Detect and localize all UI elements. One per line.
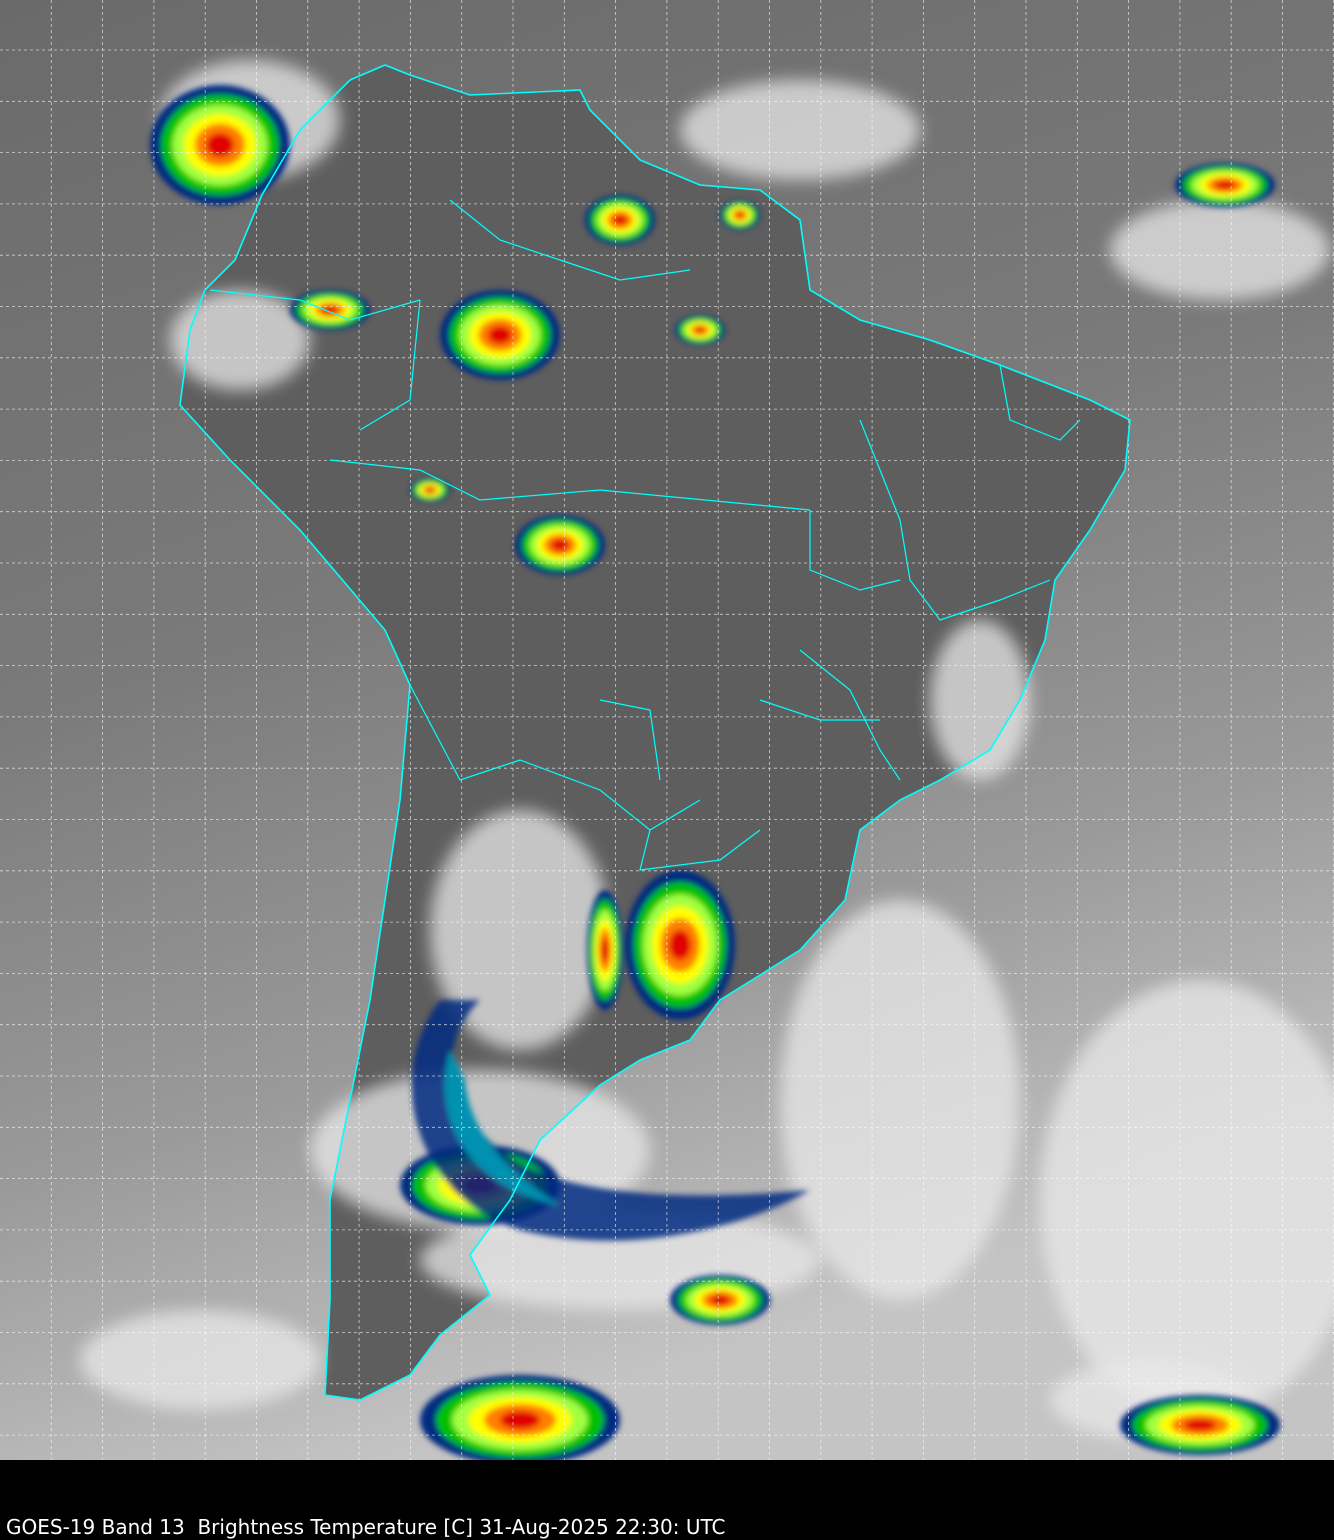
caption-bar [0, 1460, 1334, 1540]
storm-cell [613, 215, 627, 225]
cloud [680, 80, 920, 180]
country-border [759, 699, 880, 721]
lat-lon-grid [0, 0, 1334, 1460]
country-border [209, 289, 421, 321]
country-border [599, 699, 661, 781]
cloud [80, 1310, 320, 1410]
storm-cell [695, 327, 705, 333]
storm-cell [669, 930, 691, 960]
cloud [1110, 200, 1330, 300]
storm-cell [1184, 1419, 1216, 1431]
country-border [639, 829, 761, 871]
cyclone-band-inner [444, 1050, 560, 1205]
country-border [409, 684, 701, 831]
country-border [999, 364, 1081, 441]
storm-cell [736, 212, 744, 218]
image-caption: GOES-19 Band 13 Brightness Temperature [… [6, 1515, 726, 1539]
country-border [809, 510, 901, 591]
satellite-image [0, 0, 1334, 1460]
coastline [179, 64, 1131, 1401]
storm-cell [710, 1295, 730, 1305]
storm-cell [601, 938, 609, 962]
cloud [1040, 980, 1334, 1420]
cloud [780, 900, 1020, 1300]
storm-cell [322, 306, 338, 314]
country-border [359, 299, 421, 431]
cloud [430, 810, 610, 1050]
storm-cell [1215, 180, 1235, 190]
storm-cell [206, 133, 234, 157]
country-border [329, 459, 811, 511]
cloud [170, 290, 310, 390]
country-border [449, 199, 691, 281]
storm-cell [551, 539, 569, 551]
storm-cell [426, 487, 434, 493]
storm-cell [488, 326, 512, 344]
convective-storms [150, 85, 1280, 1460]
cloud [930, 620, 1030, 780]
country-border [859, 419, 1051, 621]
coastlines-and-borders [179, 64, 1131, 1401]
storm-cell [500, 1411, 540, 1429]
